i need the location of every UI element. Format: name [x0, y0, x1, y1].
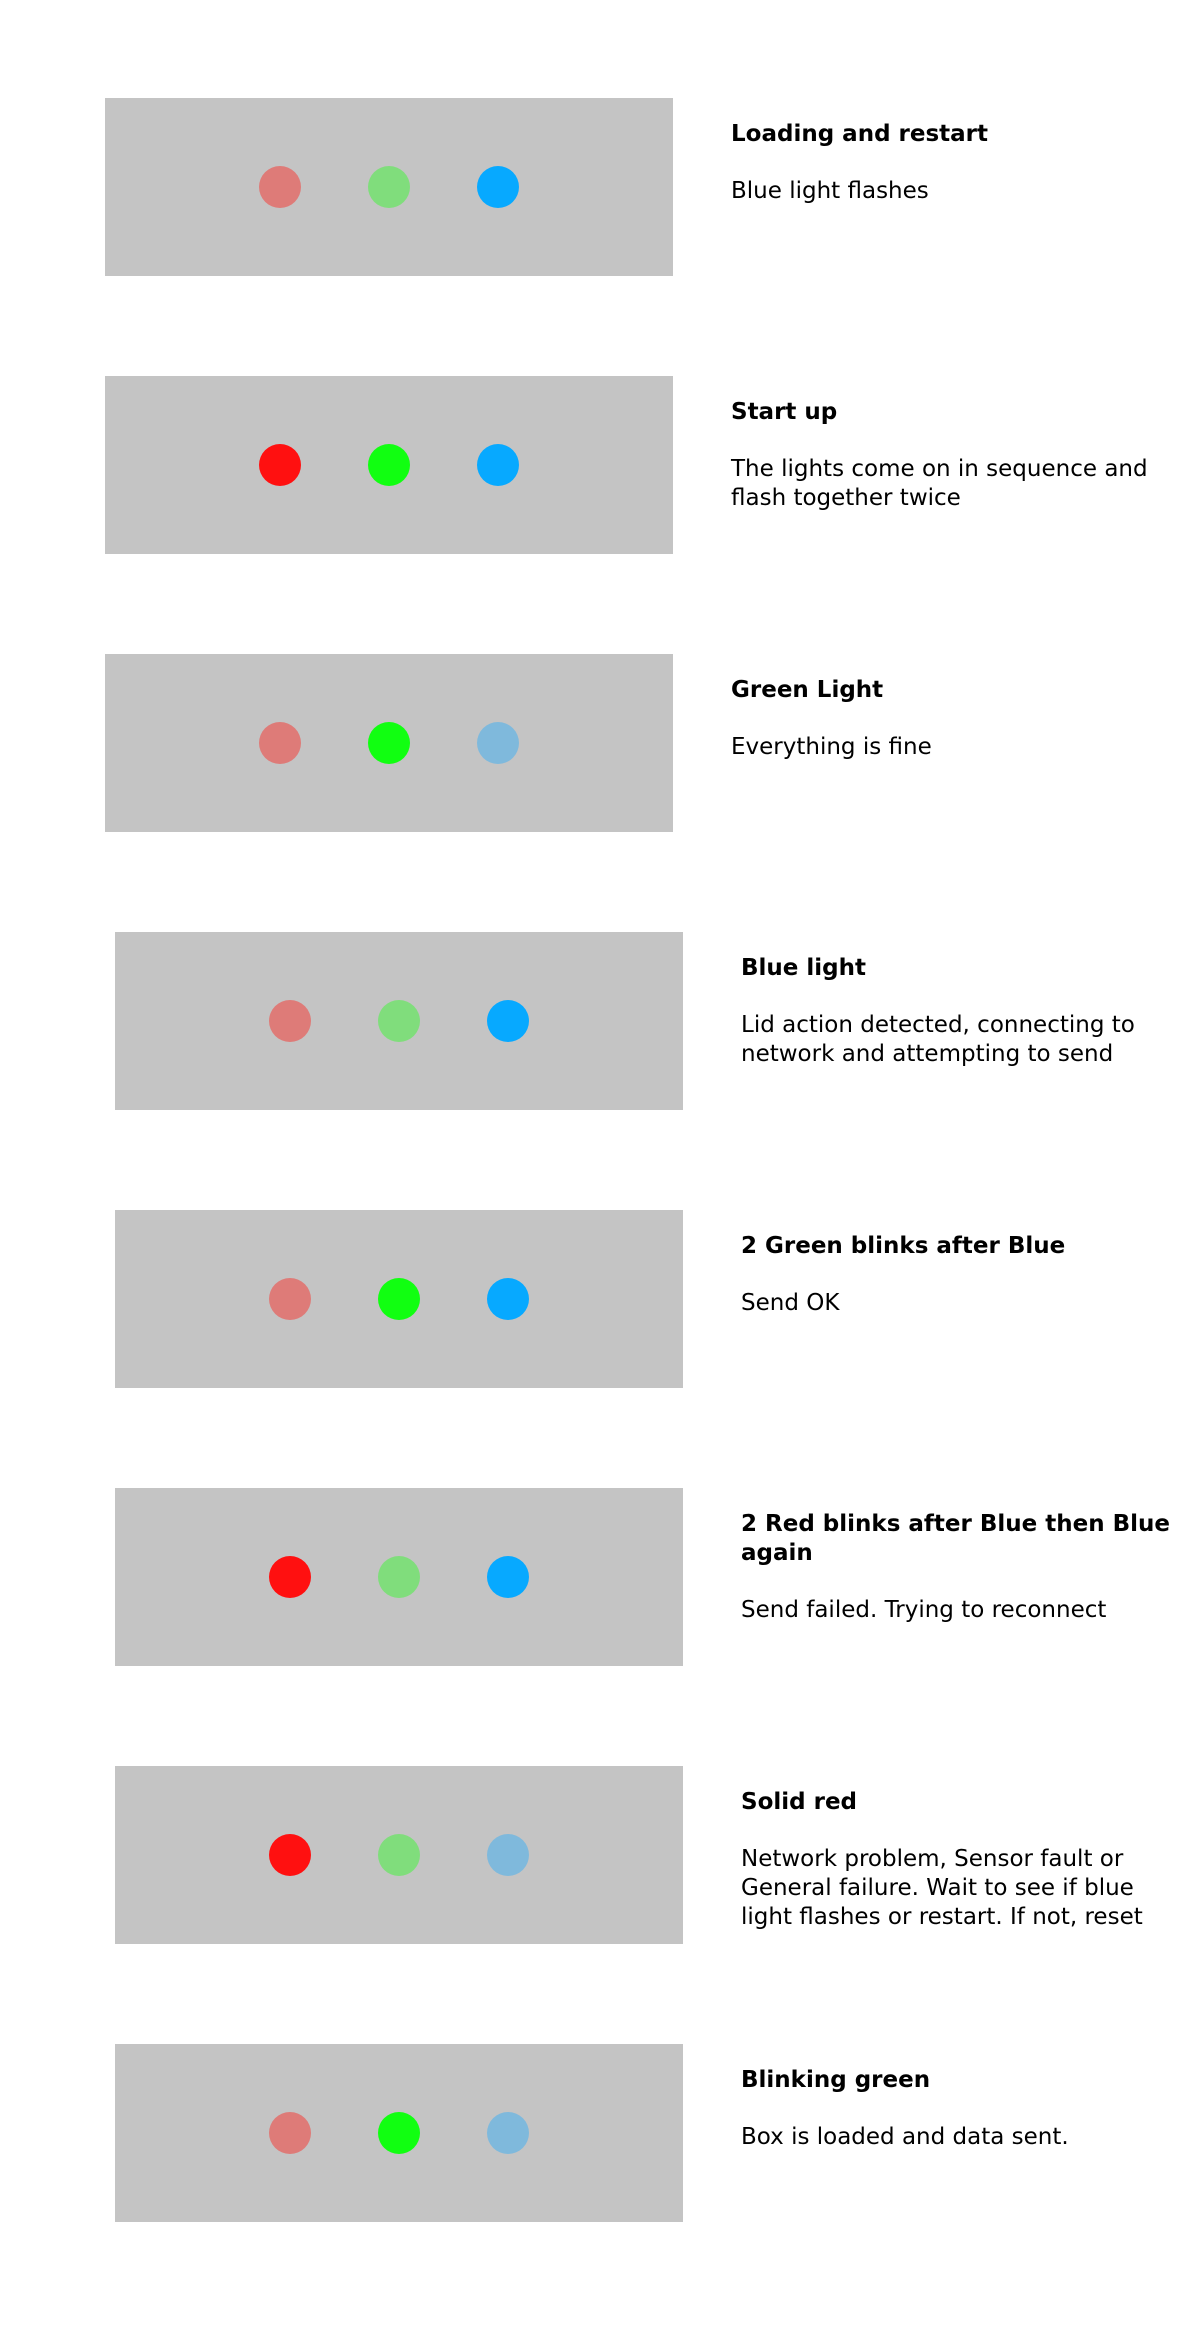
state-title: Solid red	[741, 1789, 858, 1815]
state-row-green-light: Green Light Everything is fine	[0, 654, 1190, 904]
red-led-icon	[259, 722, 301, 764]
led-panel	[115, 1766, 683, 1944]
green-led-icon	[378, 1278, 420, 1320]
state-text: 2 Green blinks after Blue Send OK	[741, 1232, 1181, 1318]
green-led-icon	[378, 1000, 420, 1042]
led-panel	[105, 376, 673, 554]
red-led-icon	[269, 2112, 311, 2154]
blue-led-icon	[477, 166, 519, 208]
state-title: 2 Red blinks after Blue then Blue again	[741, 1511, 1170, 1566]
state-description: Lid action detected, connecting to netwo…	[741, 1012, 1135, 1067]
state-text: Start up The lights come on in sequence …	[731, 398, 1171, 513]
led-panel	[115, 2044, 683, 2222]
state-title: Start up	[731, 399, 838, 425]
green-led-icon	[368, 444, 410, 486]
state-title: Blinking green	[741, 2067, 931, 2093]
green-led-icon	[378, 2112, 420, 2154]
green-led-icon	[368, 166, 410, 208]
blue-led-icon	[487, 1278, 529, 1320]
led-panel	[115, 1488, 683, 1666]
state-description: Everything is fine	[731, 734, 932, 760]
state-row-green-blinks: 2 Green blinks after Blue Send OK	[0, 1210, 1190, 1460]
blue-led-icon	[487, 2112, 529, 2154]
blue-led-icon	[487, 1834, 529, 1876]
led-panel	[105, 654, 673, 832]
blue-led-icon	[487, 1000, 529, 1042]
led-panel	[105, 98, 673, 276]
state-title: Green Light	[731, 677, 884, 703]
state-description: Box is loaded and data sent.	[741, 2124, 1069, 2150]
blue-led-icon	[477, 722, 519, 764]
green-led-icon	[378, 1834, 420, 1876]
state-title: 2 Green blinks after Blue	[741, 1233, 1066, 1259]
state-text: 2 Red blinks after Blue then Blue again …	[741, 1510, 1181, 1625]
red-led-icon	[269, 1000, 311, 1042]
state-description: Send OK	[741, 1290, 840, 1316]
red-led-icon	[269, 1278, 311, 1320]
state-text: Solid red Network problem, Sensor fault …	[741, 1788, 1181, 1932]
state-description: Send failed. Trying to reconnect	[741, 1597, 1107, 1623]
blue-led-icon	[477, 444, 519, 486]
state-text: Green Light Everything is fine	[731, 676, 1171, 762]
blue-led-icon	[487, 1556, 529, 1598]
state-row-blue-light: Blue light Lid action detected, connecti…	[0, 932, 1190, 1182]
state-row-blinking-green: Blinking green Box is loaded and data se…	[0, 2044, 1190, 2294]
red-led-icon	[269, 1834, 311, 1876]
state-text: Blue light Lid action detected, connecti…	[741, 954, 1181, 1069]
state-description: Blue light flashes	[731, 178, 929, 204]
state-row-solid-red: Solid red Network problem, Sensor fault …	[0, 1766, 1190, 2016]
led-panel	[115, 932, 683, 1110]
state-title: Loading and restart	[731, 121, 989, 147]
state-row-loading: Loading and restart Blue light flashes	[0, 98, 1190, 348]
green-led-icon	[378, 1556, 420, 1598]
state-row-start-up: Start up The lights come on in sequence …	[0, 376, 1190, 626]
red-led-icon	[259, 166, 301, 208]
state-description: Network problem, Sensor fault or General…	[741, 1846, 1143, 1930]
state-text: Blinking green Box is loaded and data se…	[741, 2066, 1181, 2152]
state-description: The lights come on in sequence and flash…	[731, 456, 1148, 511]
red-led-icon	[259, 444, 301, 486]
led-panel	[115, 1210, 683, 1388]
state-row-red-blinks: 2 Red blinks after Blue then Blue again …	[0, 1488, 1190, 1738]
state-text: Loading and restart Blue light flashes	[731, 120, 1171, 206]
red-led-icon	[269, 1556, 311, 1598]
state-title: Blue light	[741, 955, 866, 981]
green-led-icon	[368, 722, 410, 764]
